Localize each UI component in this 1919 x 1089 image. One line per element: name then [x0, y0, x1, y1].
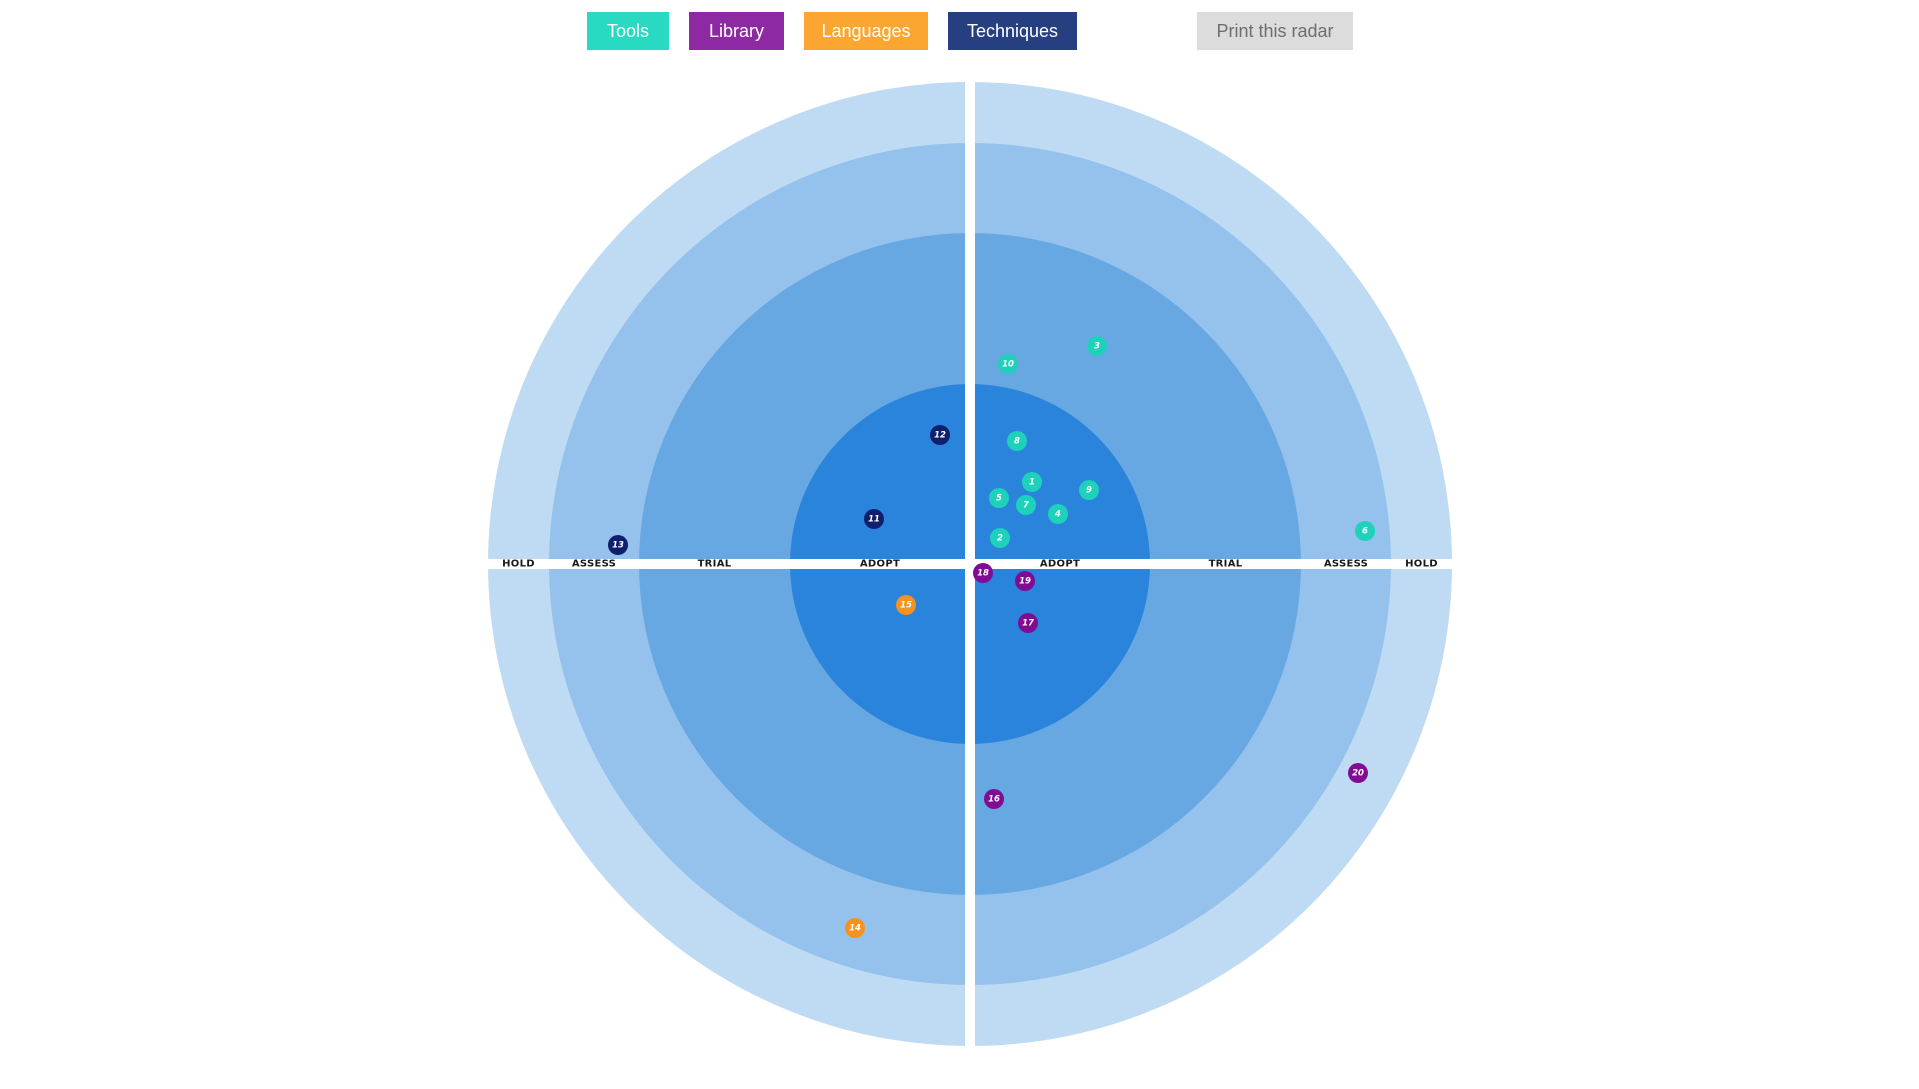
blip-16[interactable]: 16 — [984, 789, 1004, 809]
print-radar-button[interactable]: Print this radar — [1197, 12, 1353, 50]
blip-marker — [608, 535, 628, 555]
blip-marker — [1022, 472, 1042, 492]
blip-15[interactable]: 15 — [896, 595, 916, 615]
blip-marker — [1007, 431, 1027, 451]
blip-number: 18 — [977, 569, 989, 579]
blip-number: 2 — [997, 534, 1003, 544]
blip-marker — [1355, 521, 1375, 541]
blip-number: 14 — [849, 924, 861, 934]
blip-14[interactable]: 14 — [845, 918, 865, 938]
blip-11[interactable]: 11 — [864, 509, 884, 529]
blip-number: 4 — [1054, 510, 1061, 520]
blip-number: 19 — [1019, 577, 1031, 587]
blip-8[interactable]: 8 — [1007, 431, 1027, 451]
blip-number: 5 — [996, 494, 1002, 504]
ring-label-assess-left: ASSESS — [572, 559, 616, 570]
blip-number: 16 — [988, 795, 1000, 805]
blip-number: 10 — [1002, 360, 1014, 370]
blip-number: 1 — [1029, 478, 1035, 488]
blip-number: 11 — [868, 515, 880, 525]
blip-18[interactable]: 18 — [973, 563, 993, 583]
blip-marker — [1348, 763, 1368, 783]
blip-number: 13 — [612, 541, 624, 551]
ring-label-trial-left: TRIAL — [698, 559, 732, 570]
ring-label-adopt-right: ADOPT — [1040, 559, 1080, 570]
blip-number: 6 — [1362, 527, 1368, 537]
blip-number: 9 — [1086, 486, 1092, 496]
blip-4[interactable]: 4 — [1048, 504, 1068, 524]
blip-6[interactable]: 6 — [1355, 521, 1375, 541]
languages-button[interactable]: Languages — [804, 12, 928, 50]
blip-marker — [1087, 336, 1107, 356]
ring-label-trial-right: TRIAL — [1209, 559, 1243, 570]
ring-label-adopt-left: ADOPT — [860, 559, 900, 570]
blip-20[interactable]: 20 — [1348, 763, 1368, 783]
horizontal-divider — [470, 559, 1470, 569]
blip-19[interactable]: 19 — [1015, 571, 1035, 591]
blip-number: 8 — [1014, 437, 1020, 447]
blip-marker — [1018, 613, 1038, 633]
blip-marker — [1048, 504, 1068, 524]
blip-number: 7 — [1023, 501, 1029, 511]
blip-9[interactable]: 9 — [1079, 480, 1099, 500]
blip-1[interactable]: 1 — [1022, 472, 1042, 492]
blip-marker — [1079, 480, 1099, 500]
blip-marker — [845, 918, 865, 938]
ring-label-hold-right: HOLD — [1405, 559, 1438, 570]
blip-3[interactable]: 3 — [1087, 336, 1107, 356]
blip-2[interactable]: 2 — [990, 528, 1010, 548]
blip-marker — [1015, 571, 1035, 591]
blip-7[interactable]: 7 — [1016, 495, 1036, 515]
blip-number: 12 — [934, 431, 946, 441]
blip-marker — [998, 354, 1018, 374]
blip-number: 15 — [900, 601, 912, 611]
techniques-button[interactable]: Techniques — [948, 12, 1077, 50]
quadrant-nav: Tools Library Languages Techniques Print… — [0, 12, 1919, 50]
blip-marker — [984, 789, 1004, 809]
blip-12[interactable]: 12 — [930, 425, 950, 445]
ring-label-hold-left: HOLD — [502, 559, 535, 570]
ring-label-assess-right: ASSESS — [1324, 559, 1368, 570]
library-button[interactable]: Library — [689, 12, 784, 50]
blip-10[interactable]: 10 — [998, 354, 1018, 374]
blip-marker — [864, 509, 884, 529]
blip-marker — [930, 425, 950, 445]
blip-marker — [896, 595, 916, 615]
blip-marker — [1016, 495, 1036, 515]
blip-number: 3 — [1094, 342, 1100, 352]
blip-marker — [990, 528, 1010, 548]
blip-number: 17 — [1022, 619, 1034, 629]
blip-13[interactable]: 13 — [608, 535, 628, 555]
blip-marker — [989, 488, 1009, 508]
tools-button[interactable]: Tools — [587, 12, 669, 50]
blip-5[interactable]: 5 — [989, 488, 1009, 508]
blip-marker — [973, 563, 993, 583]
blip-number: 20 — [1352, 769, 1364, 779]
blip-17[interactable]: 17 — [1018, 613, 1038, 633]
